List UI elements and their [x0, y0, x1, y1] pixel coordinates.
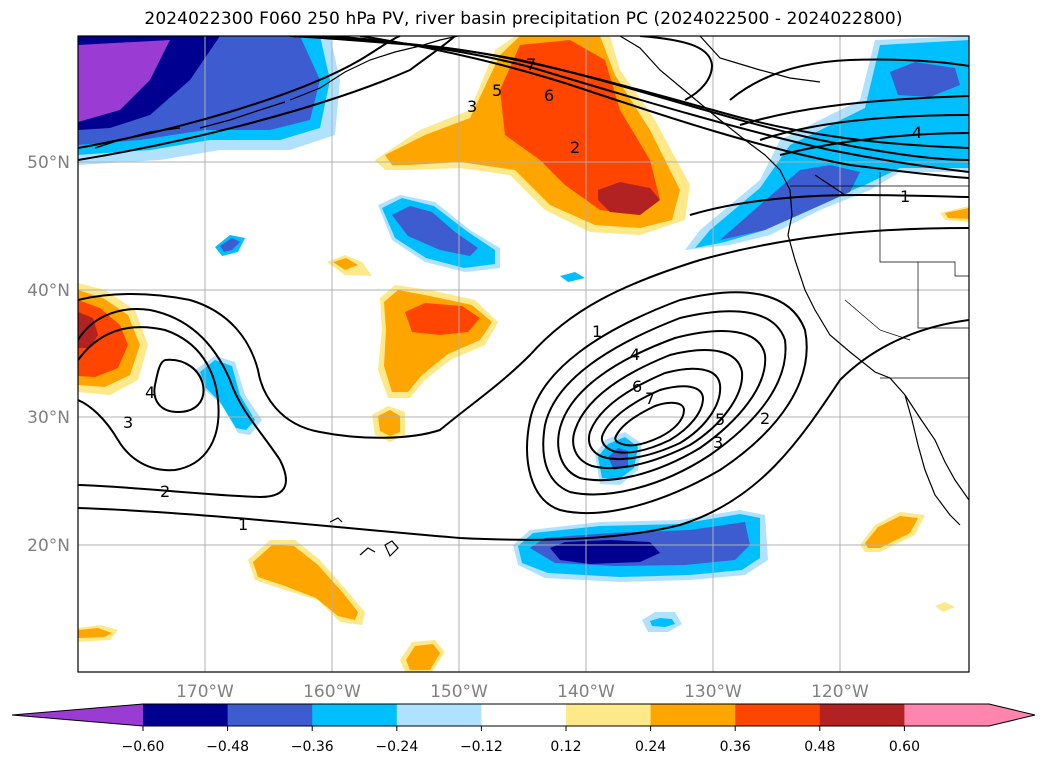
- map-frame: [77, 35, 970, 673]
- pv-contours: [78, 36, 969, 541]
- svg-text:1: 1: [900, 187, 910, 206]
- lat-label-20n: 20°N: [27, 536, 70, 556]
- lon-label-170w: 170°W: [176, 682, 234, 702]
- colorbar-tick-label: 0.60: [889, 739, 920, 755]
- colorbar-segment: [566, 704, 652, 726]
- svg-text:4: 4: [145, 383, 155, 402]
- svg-text:3: 3: [713, 433, 723, 452]
- lat-label-50n: 50°N: [27, 153, 70, 173]
- colorbar-tick-label: −0.48: [206, 739, 249, 755]
- colorbar-segment: [481, 704, 567, 726]
- colorbar-segment: [819, 704, 905, 726]
- latitude-labels: 50°N 40°N 30°N 20°N: [27, 153, 70, 556]
- lon-label-150w: 150°W: [430, 682, 488, 702]
- lon-label-140w: 140°W: [557, 682, 615, 702]
- svg-text:2: 2: [570, 138, 580, 157]
- svg-text:1: 1: [592, 322, 602, 341]
- lon-label-120w: 120°W: [811, 682, 869, 702]
- svg-text:5: 5: [492, 81, 502, 100]
- svg-text:6: 6: [544, 86, 554, 105]
- colorbar-tick-label: 0.12: [550, 739, 581, 755]
- colorbar-tick-label: 0.48: [804, 739, 835, 755]
- svg-text:4: 4: [630, 345, 640, 364]
- lat-label-30n: 30°N: [27, 408, 70, 428]
- contour-labels: 7 6 5 3 2 4 1 1 4 6 7 5 3 2 4 3 2 1: [123, 55, 922, 534]
- colorbar-segment: [312, 704, 398, 726]
- svg-text:5: 5: [715, 410, 725, 429]
- colorbar-segment: [735, 704, 821, 726]
- colorbar-segment: [227, 704, 313, 726]
- colorbar-segment: [904, 704, 990, 726]
- colorbar-segment: [650, 704, 736, 726]
- colorbar-tick-label: −0.60: [122, 739, 165, 755]
- colorbar-right-extension: [989, 704, 1035, 726]
- colorbar-segment: [143, 704, 229, 726]
- svg-text:6: 6: [632, 377, 642, 396]
- svg-text:3: 3: [123, 413, 133, 432]
- colorbar-tick-label: −0.24: [375, 739, 418, 755]
- svg-text:2: 2: [160, 482, 170, 501]
- lon-label-130w: 130°W: [684, 682, 742, 702]
- longitude-labels: 170°W 160°W 150°W 140°W 130°W 120°W: [176, 682, 869, 702]
- svg-text:2: 2: [760, 409, 770, 428]
- svg-text:3: 3: [467, 97, 477, 116]
- colorbar-segment: [396, 704, 482, 726]
- colorbar: −0.60 −0.48 −0.36 −0.24 −0.12 0.12 0.24 0.36 0.4…: [11, 703, 1036, 755]
- colorbar-tick-label: 0.24: [635, 739, 666, 755]
- svg-text:7: 7: [645, 389, 655, 408]
- svg-text:4: 4: [912, 123, 922, 142]
- colorbar-tick-label: −0.12: [460, 739, 503, 755]
- svg-text:7: 7: [526, 55, 536, 74]
- lat-label-40n: 40°N: [27, 281, 70, 301]
- colorbar-left-extension: [12, 704, 143, 726]
- borders: [790, 172, 969, 379]
- map-title: 2024022300 F060 250 hPa PV, river basin …: [144, 9, 903, 29]
- lon-label-160w: 160°W: [303, 682, 361, 702]
- svg-text:1: 1: [238, 515, 248, 534]
- graticule: [78, 36, 969, 672]
- colorbar-tick-label: −0.36: [291, 739, 334, 755]
- colorbar-tick-label: 0.36: [720, 739, 751, 755]
